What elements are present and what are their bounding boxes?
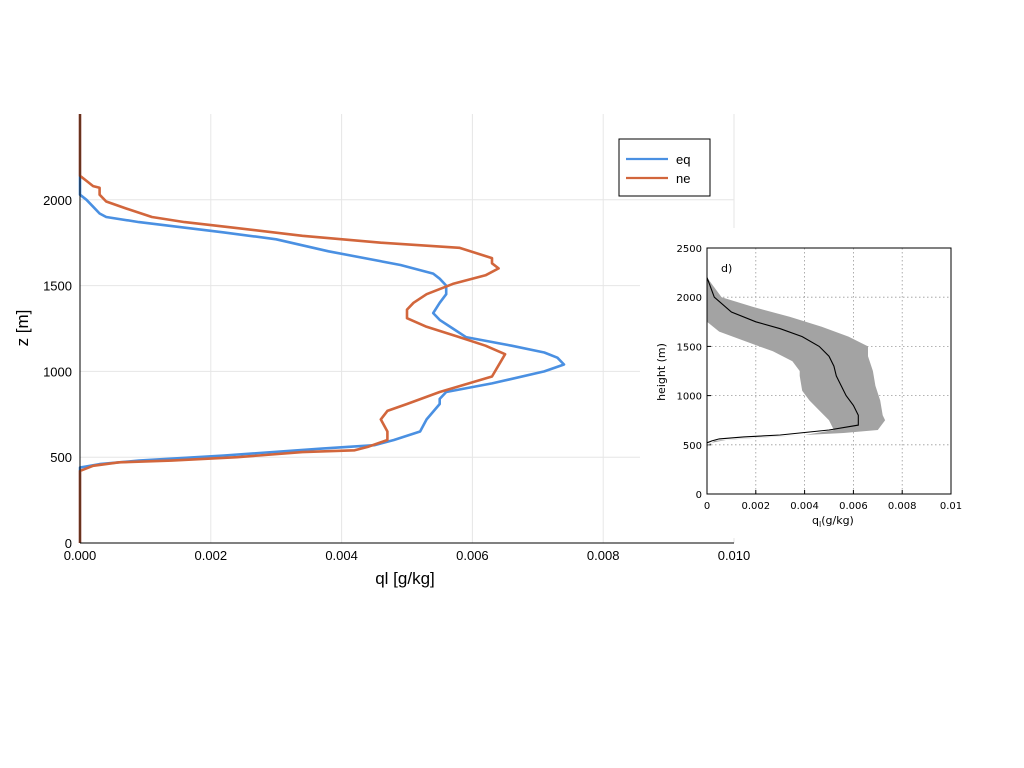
inset-x-tick-label: 0.004 — [790, 501, 819, 512]
inset-frame — [706, 247, 952, 495]
inset-grid — [706, 247, 952, 495]
inset-chart: 0 0.002 0.004 0.006 0.008 0.01 0 500 1000 1500 20… — [640, 228, 965, 538]
main-x-label: ql [g/kg] — [375, 569, 435, 588]
inset-y-tick-label: 2000 — [677, 293, 702, 304]
main-chart: 0.000 0.002 0.004 0.006 0.008 0.010 0 500 1000 1… — [13, 114, 750, 588]
series-line-eq — [78, 114, 566, 543]
main-series — [78, 114, 566, 543]
inset-y-tick-label: 2500 — [677, 244, 702, 255]
inset-panel-label: d) — [721, 262, 732, 275]
inset-x-tick-label: 0 — [704, 501, 710, 512]
main-y-tick-label: 1500 — [43, 279, 72, 294]
main-x-tick-label: 0.004 — [325, 548, 358, 563]
legend-box — [618, 138, 711, 197]
inset-series — [706, 277, 886, 447]
inset-x-label: ql(g/kg) — [812, 514, 854, 529]
inset-y-tick-label: 1500 — [677, 342, 702, 353]
main-legend: eq ne — [618, 138, 711, 197]
main-y-tick-label: 1000 — [43, 364, 72, 379]
inset-y-tick-label: 0 — [696, 490, 702, 501]
main-y-tick-label: 2000 — [43, 193, 72, 208]
inset-x-tick-label: 0.01 — [940, 501, 962, 512]
main-y-tick-label: 0 — [65, 536, 72, 551]
main-x-tick-label: 0.008 — [587, 548, 620, 563]
inset-y-tick-label: 1000 — [677, 392, 702, 403]
inset-x-tick-label: 0.008 — [888, 501, 917, 512]
inset-y-ticks: 0 500 1000 1500 2000 2500 — [677, 244, 702, 501]
main-x-tick-label: 0.006 — [456, 548, 489, 563]
main-y-tick-label: 500 — [50, 450, 72, 465]
legend-label-eq: eq — [676, 152, 690, 167]
main-x-tick-label: 0.000 — [64, 548, 97, 563]
main-x-tick-label: 0.010 — [718, 548, 751, 563]
inset-y-label: height (m) — [655, 343, 668, 401]
inset-mean-line — [706, 277, 859, 444]
inset-x-tick-label: 0.006 — [839, 501, 868, 512]
inset-x-tick-label: 0.002 — [741, 501, 770, 512]
legend-label-ne: ne — [676, 171, 690, 186]
main-y-ticks: 0 500 1000 1500 2000 — [43, 193, 72, 551]
series-line-ne — [78, 114, 507, 543]
inset-y-tick-label: 500 — [683, 441, 702, 452]
main-x-tick-label: 0.002 — [195, 548, 228, 563]
main-y-label: z [m] — [13, 310, 32, 347]
main-x-ticks: 0.000 0.002 0.004 0.006 0.008 0.010 — [64, 548, 751, 563]
inset-x-ticks: 0 0.002 0.004 0.006 0.008 0.01 — [704, 501, 962, 512]
